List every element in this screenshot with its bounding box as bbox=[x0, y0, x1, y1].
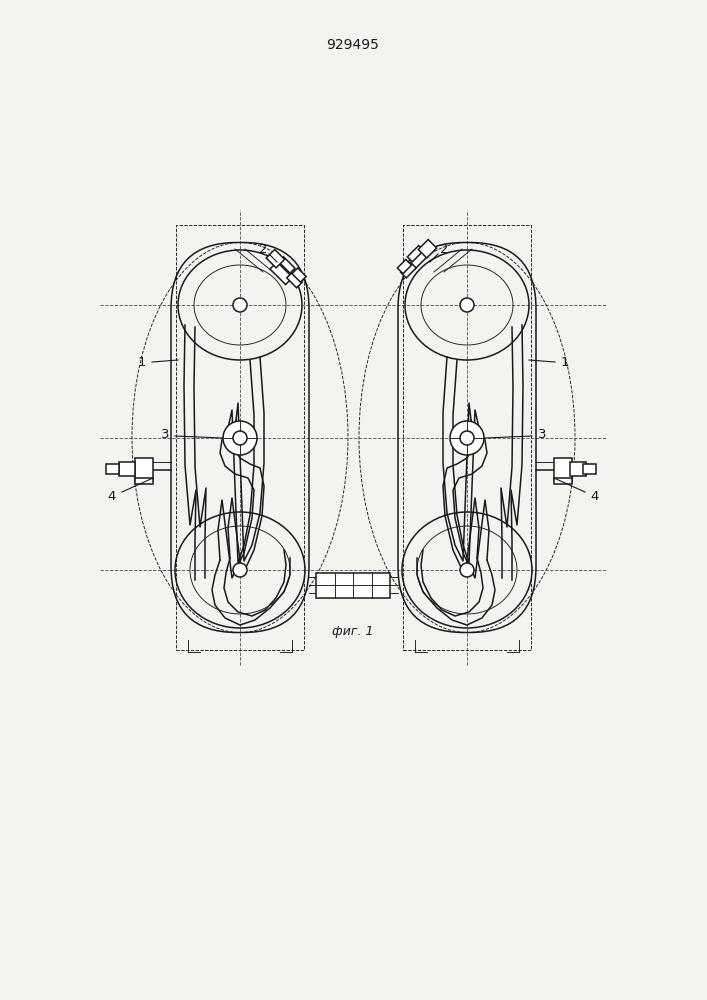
Bar bbox=[554, 478, 572, 484]
Bar bbox=[397, 260, 411, 274]
Circle shape bbox=[223, 421, 257, 455]
Circle shape bbox=[450, 421, 484, 455]
Text: 3: 3 bbox=[160, 428, 169, 440]
Text: 2: 2 bbox=[259, 243, 267, 256]
Circle shape bbox=[460, 563, 474, 577]
Bar bbox=[176, 225, 304, 650]
Bar bbox=[270, 262, 293, 285]
Bar bbox=[403, 225, 531, 650]
Circle shape bbox=[460, 298, 474, 312]
Circle shape bbox=[460, 431, 474, 445]
Bar bbox=[419, 240, 437, 258]
Bar bbox=[279, 257, 295, 273]
Bar bbox=[583, 464, 596, 474]
Text: 2: 2 bbox=[440, 243, 448, 256]
Bar bbox=[287, 272, 303, 288]
Circle shape bbox=[233, 563, 247, 577]
Bar bbox=[135, 458, 153, 480]
Bar bbox=[570, 462, 586, 476]
Bar bbox=[408, 246, 431, 269]
Bar bbox=[407, 246, 423, 262]
Circle shape bbox=[233, 431, 247, 445]
Bar bbox=[316, 572, 390, 597]
Text: 1: 1 bbox=[561, 356, 569, 368]
Bar bbox=[554, 458, 572, 480]
Text: 3: 3 bbox=[538, 428, 547, 440]
Text: фиг. 1: фиг. 1 bbox=[332, 626, 374, 639]
Text: 1: 1 bbox=[138, 356, 146, 368]
Bar bbox=[106, 464, 119, 474]
Bar bbox=[401, 262, 416, 278]
Bar bbox=[135, 478, 153, 484]
Text: 4: 4 bbox=[591, 489, 600, 502]
Bar bbox=[292, 268, 306, 282]
Text: 929495: 929495 bbox=[327, 38, 380, 52]
Circle shape bbox=[233, 298, 247, 312]
Bar bbox=[119, 462, 135, 476]
Text: 4: 4 bbox=[107, 489, 116, 502]
Bar bbox=[267, 249, 285, 268]
